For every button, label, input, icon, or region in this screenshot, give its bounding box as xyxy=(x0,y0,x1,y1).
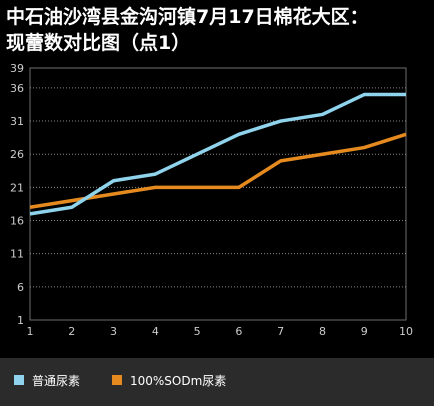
y-tick-label: 31 xyxy=(10,115,24,128)
chart-title-line-2: 现蕾数对比图（点1） xyxy=(6,32,191,54)
x-tick-label: 10 xyxy=(399,325,413,338)
x-tick-label: 6 xyxy=(235,325,242,338)
series-line-1 xyxy=(29,92,406,216)
legend-label-series-2: 100%SODm尿素 xyxy=(130,373,227,388)
y-tick-label: 11 xyxy=(10,248,24,261)
x-tick-label: 8 xyxy=(319,325,326,338)
x-tick-label: 7 xyxy=(277,325,284,338)
plot-frame xyxy=(29,67,407,321)
y-tick-label: 6 xyxy=(17,281,24,294)
legend-swatch-series-1 xyxy=(14,375,24,385)
legend: 普通尿素 100%SODm尿素 xyxy=(0,358,434,406)
legend-item-series-1: 普通尿素 xyxy=(14,372,80,388)
series-line-2 xyxy=(29,132,407,209)
legend-item-series-2: 100%SODm尿素 xyxy=(112,372,226,388)
x-tick-label: 3 xyxy=(110,325,117,338)
y-tick-label: 16 xyxy=(10,215,24,228)
legend-swatch-series-2 xyxy=(112,375,122,385)
y-tick-label: 1 xyxy=(17,314,24,327)
y-tick-label: 39 xyxy=(10,62,24,75)
y-tick-label: 36 xyxy=(10,82,24,95)
chart-title-line-1: 中石油沙湾县金沟河镇7月17日棉花大区： xyxy=(6,6,369,28)
y-tick-label: 26 xyxy=(10,148,24,161)
legend-label-series-1: 普通尿素 xyxy=(32,373,81,388)
x-tick-label: 9 xyxy=(361,325,368,338)
x-tick-label: 4 xyxy=(152,325,159,338)
chart-title: 中石油沙湾县金沟河镇7月17日棉花大区： 现蕾数对比图（点1） xyxy=(6,4,430,56)
x-tick-label: 5 xyxy=(194,325,201,338)
x-tick-label: 2 xyxy=(68,325,75,338)
x-tick-label: 1 xyxy=(27,325,34,338)
y-tick-label: 21 xyxy=(10,181,24,194)
